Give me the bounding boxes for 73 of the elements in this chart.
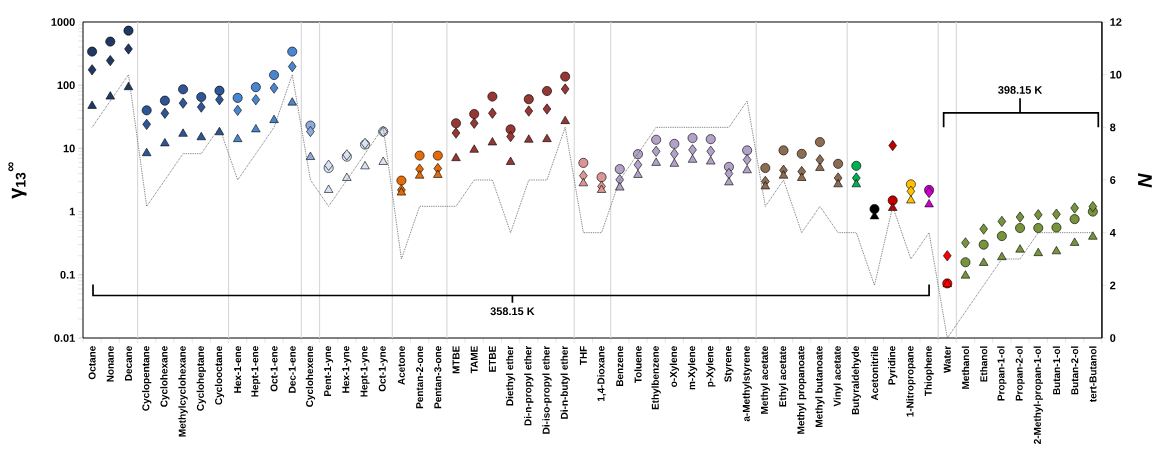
y2-tick-label: 0	[1110, 334, 1116, 342]
x-tick-label: a-Methylstyrene	[742, 346, 752, 422]
annotation: 358.15 K	[490, 307, 535, 316]
x-tick-label: Toluene	[634, 346, 642, 384]
x-tick-label: Butan-2-ol	[1070, 346, 1079, 395]
x-tick-label: Cyclohexane	[160, 346, 170, 407]
x-tick-label: Di-n-butyl ether	[560, 345, 570, 419]
x-tick-label: Butan-1-ol	[1052, 346, 1061, 395]
x-tick-label: Ethylbenzene	[651, 346, 661, 410]
x-tick-label: Hex-1-yne	[342, 346, 352, 393]
x-tick-label: Nonane	[106, 346, 114, 382]
x-tick-label: ETBE	[488, 346, 496, 372]
y2-tick-label: 4	[1109, 228, 1116, 237]
y-tick-label: 0.01	[54, 334, 75, 342]
y-tick-label: 100	[57, 81, 75, 90]
x-tick-label: Methylcyclohexane	[178, 346, 188, 437]
x-tick-label: Cyclopentane	[142, 346, 152, 411]
x-tick-label: Acetone	[397, 346, 405, 385]
x-tick-label: Thiophene	[924, 346, 934, 397]
x-tick-label: tert-Butanol	[1089, 346, 1097, 403]
x-tick-label: Hex-1-ene	[234, 346, 242, 393]
x-tick-label: Ethyl acetate	[778, 346, 789, 407]
x-tick-label: 1-Nitropropane	[906, 346, 916, 417]
x-tick-label: Propan-2-ol	[1015, 346, 1025, 401]
y2-axis-title: N	[1138, 173, 1152, 188]
x-tick-label: Pentan-3-one	[434, 346, 442, 409]
x-tick-label: Methyl acetate	[760, 346, 770, 414]
y2-tick-label: 6	[1110, 176, 1116, 184]
y2-tick-label: 12	[1110, 18, 1122, 26]
x-tick-label: Pent-1-yne	[324, 346, 334, 397]
x-tick-label: p-Xylene	[706, 346, 716, 387]
y-tick-label: 10	[63, 144, 75, 153]
y-axis-title: γ$_{13}$∞	[8, 162, 27, 199]
x-tick-label: 1,4-Dioxane	[597, 346, 606, 402]
x-tick-label: Cyclohexene	[305, 346, 316, 407]
x-tick-label: Methyl propanoate	[797, 346, 807, 434]
x-tick-label: Pentan-2-one	[416, 346, 424, 409]
x-tick-label: Octane	[88, 346, 96, 380]
x-tick-label: Cycloheptane	[196, 346, 206, 411]
x-tick-label: Decane	[125, 346, 132, 381]
y2-tick-label: 8	[1110, 123, 1116, 132]
x-tick-label: Oct-1-ene	[270, 346, 278, 392]
x-tick-label: Propan-1-ol	[997, 346, 1007, 401]
y2-tick-label: 10	[1110, 70, 1122, 79]
x-tick-label: TAME	[470, 346, 478, 374]
x-tick-label: Vinyl acetate	[833, 346, 843, 407]
x-tick-label: m-Xylene	[687, 346, 698, 390]
x-tick-label: THF	[579, 346, 587, 366]
x-tick-label: Water	[943, 345, 951, 374]
x-tick-label: 2-Methyl-propan-1-ol	[1033, 346, 1043, 444]
x-tick-label: o-Xylene	[669, 346, 679, 387]
x-tick-label: Di-iso-propyl ether	[542, 345, 552, 434]
x-tick-label: Hept-1-ene	[251, 346, 261, 397]
x-tick-label: Cyclooctane	[214, 346, 225, 405]
x-tick-label: MTBE	[452, 346, 460, 374]
y-tick-label: 1000	[51, 18, 75, 26]
y-tick-label: 0.1	[60, 270, 75, 279]
x-tick-label: Styrene	[724, 346, 734, 383]
y2-tick-label: 2	[1110, 281, 1116, 290]
x-tick-label: Pyridine	[888, 346, 898, 385]
x-tick-label: Diethyl ether	[505, 345, 516, 406]
x-tick-label: Butyraldehyde	[851, 346, 861, 415]
x-tick-label: Acetonitrile	[870, 346, 879, 401]
x-tick-label: Methyl butanoate	[815, 346, 825, 428]
x-tick-label: Di-n-propyl ether	[524, 345, 534, 426]
x-tick-label: Ethanol	[980, 346, 988, 382]
y-tick-label: 1	[69, 207, 75, 216]
x-tick-label: Hept-1-yne	[360, 346, 370, 397]
x-tick-label: Methanol	[961, 346, 970, 389]
x-tick-label: Dec-1-ene	[288, 346, 296, 393]
annotation: 398.15 K	[998, 86, 1043, 94]
x-tick-label: Oct-1-yne	[378, 346, 388, 392]
x-tick-label: Benzene	[616, 346, 624, 387]
